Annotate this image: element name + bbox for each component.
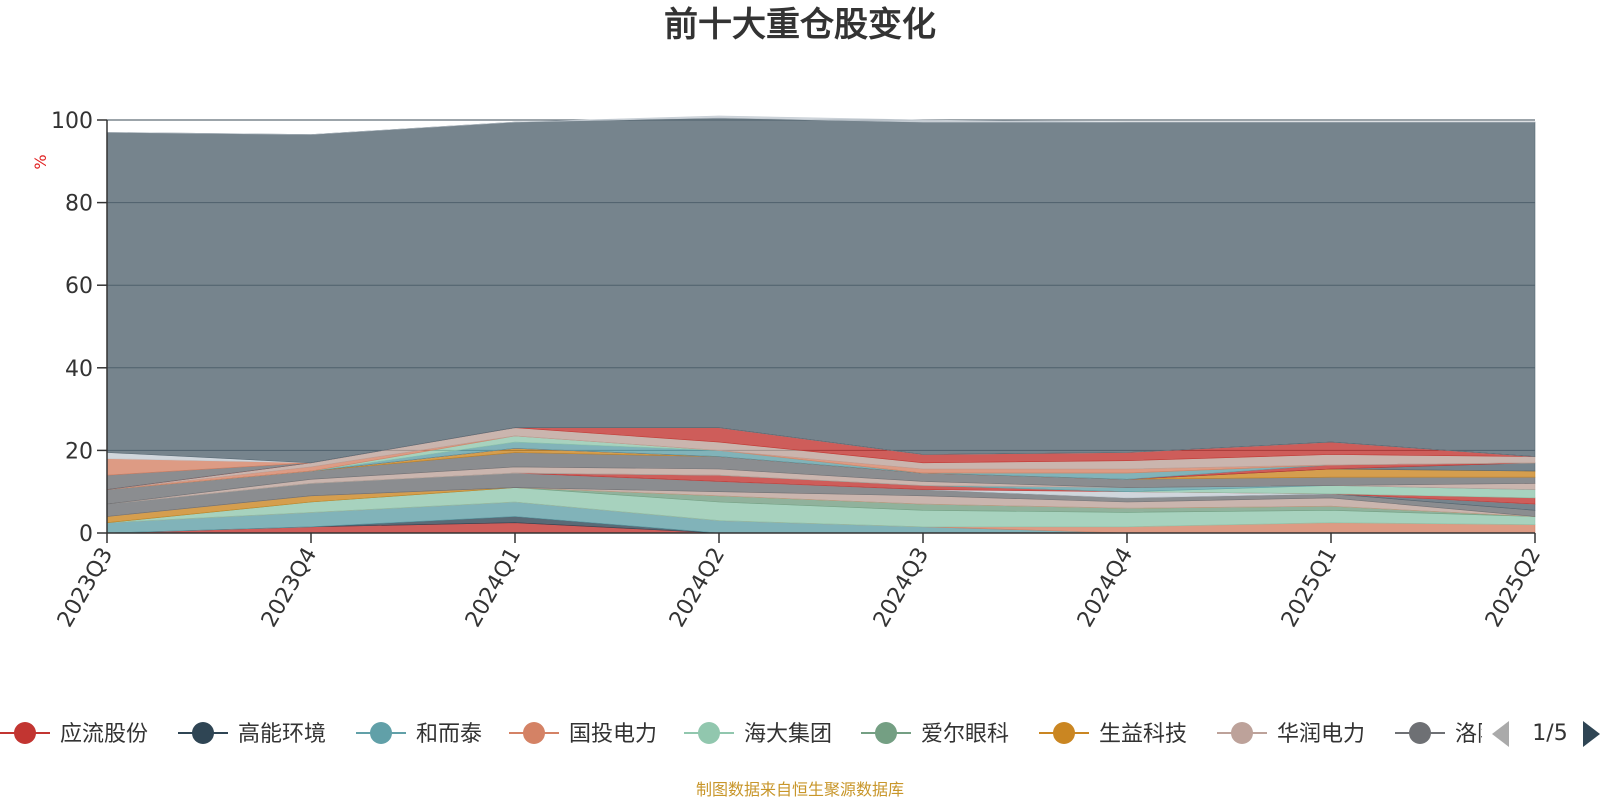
data-source-note: 制图数据来自恒生聚源数据库 [696, 780, 904, 799]
legend-label: 应流股份 [60, 722, 148, 747]
legend-marker-icon [1053, 722, 1075, 744]
legend-item[interactable]: 洛阳钼业 [1395, 722, 1543, 747]
legend-item[interactable]: 和而泰 [356, 722, 482, 747]
legend-item[interactable]: 生益科技 [1039, 722, 1187, 747]
legend-prev-page-icon[interactable] [1492, 721, 1509, 747]
x-tick-label: 2025Q1 [1277, 544, 1342, 632]
x-tick-label: 2024Q2 [665, 544, 730, 632]
legend-label: 高能环境 [238, 722, 326, 747]
legend-marker-icon [370, 722, 392, 744]
legend-page-indicator: 1/5 [1532, 721, 1567, 746]
y-tick-label: 0 [79, 522, 93, 547]
x-tick-label: 2024Q4 [1073, 544, 1138, 632]
legend-next-page-icon[interactable] [1583, 721, 1600, 747]
legend-label: 和而泰 [416, 722, 482, 747]
y-axis-unit: % [31, 154, 50, 169]
x-tick-label: 2023Q3 [53, 544, 118, 632]
x-tick-label: 2024Q3 [869, 544, 934, 632]
x-tick-label: 2025Q2 [1481, 544, 1546, 632]
legend-marker-icon [698, 722, 720, 744]
legend: 应流股份 高能环境 和而泰 国投电力 海大集团 爱尔眼科 生益科技 华润电力 洛阳钼业1/5 [0, 721, 1600, 747]
legend-item[interactable]: 华润电力 [1217, 722, 1365, 747]
x-tick-label: 2023Q4 [257, 544, 322, 632]
legend-marker-icon [1231, 722, 1253, 744]
legend-marker-icon [875, 722, 897, 744]
y-tick-label: 80 [65, 192, 93, 217]
legend-items: 应流股份 高能环境 和而泰 国投电力 海大集团 爱尔眼科 生益科技 华润电力 洛阳钼业 [0, 722, 1543, 747]
legend-item[interactable]: 应流股份 [0, 722, 148, 747]
area-series-27 [106, 117, 1536, 464]
legend-marker-icon [1409, 722, 1431, 744]
area-series [106, 115, 1536, 534]
legend-item[interactable]: 爱尔眼科 [861, 722, 1009, 747]
legend-label: 生益科技 [1099, 722, 1187, 747]
legend-marker-icon [14, 722, 36, 744]
legend-label: 洛阳钼业 [1455, 722, 1543, 747]
legend-item[interactable]: 国投电力 [509, 722, 657, 747]
legend-item[interactable]: 高能环境 [178, 722, 326, 747]
legend-label: 海大集团 [744, 722, 832, 747]
chart-title: 前十大重仓股变化 [664, 5, 936, 45]
legend-label: 国投电力 [569, 722, 657, 747]
y-tick-label: 20 [65, 439, 93, 464]
legend-marker-icon [523, 722, 545, 744]
legend-label: 华润电力 [1277, 722, 1365, 747]
y-tick-label: 40 [65, 357, 93, 382]
y-tick-label: 60 [65, 274, 93, 299]
legend-marker-icon [192, 722, 214, 744]
legend-item[interactable]: 海大集团 [684, 722, 832, 747]
y-tick-label: 100 [51, 109, 93, 134]
area-series-28 [106, 115, 1535, 135]
x-tick-label: 2024Q1 [461, 544, 526, 632]
legend-label: 爱尔眼科 [921, 722, 1009, 747]
